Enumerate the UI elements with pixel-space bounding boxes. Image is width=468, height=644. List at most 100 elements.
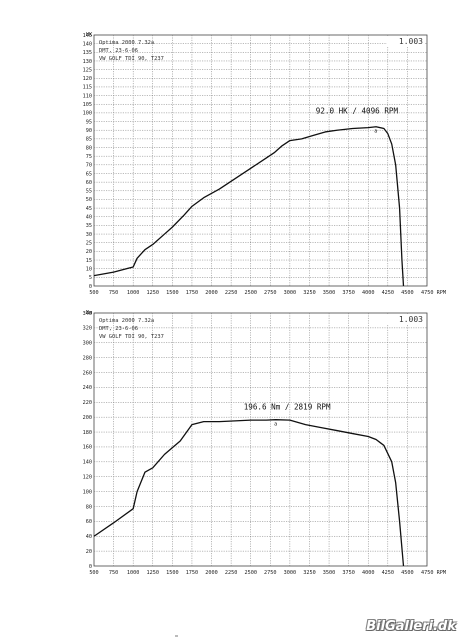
x-tick-label: 2500 — [244, 570, 257, 576]
info-line: Optima 2000 7.32a — [99, 318, 154, 324]
x-tick-label: 3250 — [303, 290, 316, 296]
info-line: DMT, 23-6-06 — [99, 326, 138, 332]
x-tick-label: 3250 — [303, 570, 316, 576]
y-tick-label: 70 — [86, 163, 92, 169]
y-tick-label: 20 — [86, 549, 92, 555]
y-tick-label: 100 — [83, 489, 92, 495]
x-tick-label: 1500 — [166, 570, 179, 576]
x-tick-label: 4500 — [401, 570, 414, 576]
y-tick-label: 25 — [86, 241, 92, 247]
y-tick-label: 0 — [89, 284, 92, 290]
y-tick-label: 100 — [83, 111, 92, 117]
y-tick-label: 320 — [83, 326, 92, 332]
y-tick-label: 15 — [86, 258, 92, 264]
y-tick-label: 50 — [86, 197, 92, 203]
x-tick-label: 4750 RPM — [421, 570, 446, 576]
x-tick-label: 4750 RPM — [421, 290, 446, 296]
x-tick-label: 2000 — [205, 570, 218, 576]
y-tick-label: 125 — [83, 67, 92, 73]
y-tick-label: 120 — [83, 76, 92, 82]
y-tick-label: 35 — [86, 223, 92, 229]
power-chart: 0 5 10 15 20 25 30 35 40 45 50 55 60 65 70 75 80 85 90 95 10… — [83, 32, 446, 296]
y-tick-label: 55 — [86, 189, 92, 195]
info-line: Optima 2000 7.32a — [99, 40, 154, 46]
peak-label: 196.6 Nm / 2819 RPM — [244, 403, 331, 412]
x-tick-label: 1000 — [127, 570, 140, 576]
y-tick-label: 95 — [86, 119, 92, 125]
plot-frame — [93, 312, 428, 567]
series-line — [93, 419, 405, 567]
x-tick-label: 1000 — [127, 290, 140, 296]
y-tick-label: 105 — [83, 102, 92, 108]
y-tick-label: 120 — [83, 475, 92, 481]
version-box — [387, 36, 425, 46]
x-tick-label: 3750 — [342, 290, 355, 296]
peak-label: 92.0 HK / 4096 RPM — [316, 107, 399, 116]
x-tick-label: 3000 — [284, 290, 297, 296]
y-tick-label: 140 — [83, 41, 92, 47]
version-label: 1.003 — [399, 315, 423, 324]
x-tick-label: 4250 — [382, 290, 395, 296]
x-tick-label: 1750 — [186, 570, 199, 576]
y-tick-label: 340 — [83, 311, 92, 317]
x-tick-label: 2750 — [264, 290, 277, 296]
y-tick-label: 110 — [83, 93, 92, 99]
x-tick-label: 4000 — [362, 570, 375, 576]
x-tick-label: 4500 — [401, 290, 414, 296]
y-tick-label: 60 — [86, 180, 92, 186]
version-label: 1.003 — [399, 37, 423, 46]
x-tick-label: 1750 — [186, 290, 199, 296]
x-tick-label: 750 — [109, 570, 118, 576]
x-tick-label: 3750 — [342, 570, 355, 576]
torque-chart: 0 20 40 60 80 100 120 140 160 180 200 220 240 260 280 3… — [83, 310, 446, 576]
watermark: BilGalleri.dk — [366, 619, 456, 634]
x-tick-label: 500 — [89, 290, 98, 296]
y-tick-label: 130 — [83, 59, 92, 65]
y-tick-label: 40 — [86, 534, 92, 540]
y-tick-label: 75 — [86, 154, 92, 160]
y-tick-label: 60 — [86, 519, 92, 525]
info-line: DMT, 23-6-06 — [99, 48, 138, 54]
y-tick-label: 240 — [83, 385, 92, 391]
y-tick-label: 135 — [83, 50, 92, 56]
x-tick-label: 4000 — [362, 290, 375, 296]
y-tick-label: 45 — [86, 206, 92, 212]
y-tick-label: 40 — [86, 215, 92, 221]
y-tick-label: 90 — [86, 128, 92, 134]
info-line: VW GOLF TDI 90, T237 — [99, 334, 164, 340]
y-tick-label: 260 — [83, 370, 92, 376]
x-tick-label: 1250 — [147, 570, 160, 576]
x-tick-label: 1500 — [166, 290, 179, 296]
y-tick-label: 30 — [86, 232, 92, 238]
y-tick-label: 10 — [86, 266, 92, 272]
y-tick-label: 220 — [83, 400, 92, 406]
x-tick-label: 500 — [89, 570, 98, 576]
x-tick-label: 3000 — [284, 570, 297, 576]
x-tick-label: 1250 — [147, 290, 160, 296]
peak-marker: a — [274, 422, 277, 428]
series-line — [93, 126, 405, 287]
y-tick-label: 85 — [86, 137, 92, 143]
y-tick-label: 20 — [86, 249, 92, 255]
y-tick-label: 65 — [86, 171, 92, 177]
x-tick-label: 3500 — [323, 570, 336, 576]
x-tick-label: 2500 — [244, 290, 257, 296]
x-tick-label: 4250 — [382, 570, 395, 576]
y-tick-label: 200 — [83, 415, 92, 421]
y-tick-label: 115 — [83, 85, 92, 91]
y-tick-label: 300 — [83, 341, 92, 347]
version-box — [387, 314, 425, 324]
x-tick-label: 3500 — [323, 290, 336, 296]
x-tick-label: 750 — [109, 290, 118, 296]
info-line: VW GOLF TDI 90, T237 — [99, 56, 164, 62]
y-tick-label: 140 — [83, 460, 92, 466]
plot-frame — [93, 34, 428, 287]
y-tick-label: 0 — [89, 564, 92, 570]
y-tick-label: 280 — [83, 355, 92, 361]
y-tick-label: 80 — [86, 145, 92, 151]
x-tick-label: 2750 — [264, 570, 277, 576]
y-tick-label: 5 — [89, 275, 92, 281]
y-tick-label: 80 — [86, 504, 92, 510]
y-tick-label: 160 — [83, 445, 92, 451]
